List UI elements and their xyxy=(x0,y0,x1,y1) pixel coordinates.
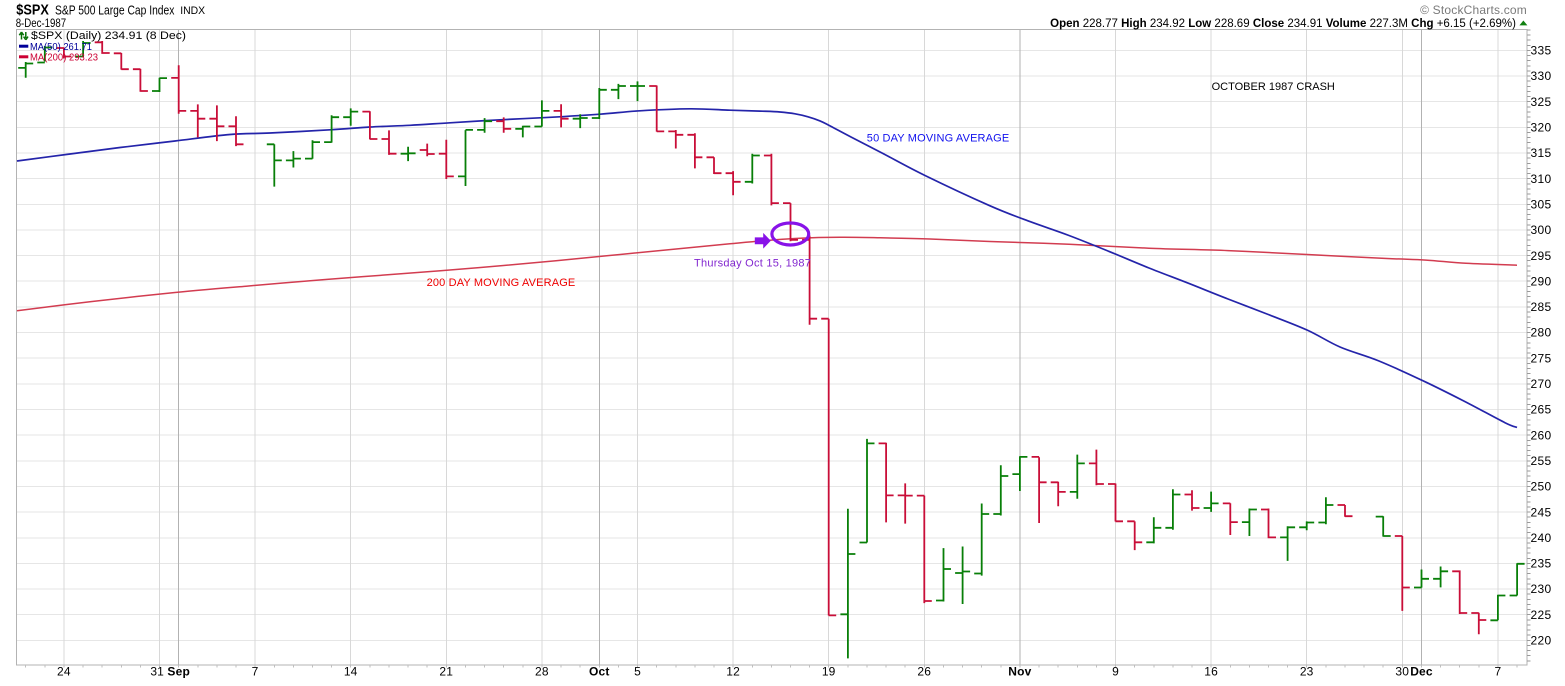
svg-text:5: 5 xyxy=(634,665,641,679)
svg-text:Thursday Oct 15, 1987: Thursday Oct 15, 1987 xyxy=(694,257,811,269)
svg-text:INDX: INDX xyxy=(180,5,206,17)
svg-text:7: 7 xyxy=(1494,665,1501,679)
svg-text:MA(50) 261.71: MA(50) 261.71 xyxy=(30,41,92,53)
svg-text:315: 315 xyxy=(1531,146,1552,160)
svg-text:330: 330 xyxy=(1531,69,1552,83)
svg-text:7: 7 xyxy=(252,665,259,679)
svg-text:285: 285 xyxy=(1531,300,1552,314)
svg-text:265: 265 xyxy=(1531,403,1552,417)
svg-text:8-Dec-1987: 8-Dec-1987 xyxy=(16,18,66,30)
svg-text:Nov: Nov xyxy=(1008,665,1031,679)
svg-text:31: 31 xyxy=(150,665,164,679)
svg-text:© StockCharts.com: © StockCharts.com xyxy=(1420,3,1527,17)
svg-text:$SPX (Daily) 234.91 (8 Dec): $SPX (Daily) 234.91 (8 Dec) xyxy=(31,30,186,42)
svg-text:23: 23 xyxy=(1300,665,1314,679)
svg-text:50 DAY MOVING AVERAGE: 50 DAY MOVING AVERAGE xyxy=(867,132,1010,144)
svg-text:240: 240 xyxy=(1531,531,1552,545)
svg-text:26: 26 xyxy=(917,665,931,679)
svg-text:200 DAY MOVING AVERAGE: 200 DAY MOVING AVERAGE xyxy=(427,277,576,289)
svg-text:19: 19 xyxy=(822,665,836,679)
svg-text:Open 228.77 High 234.92 Low 22: Open 228.77 High 234.92 Low 228.69 Close… xyxy=(1050,18,1516,30)
svg-text:235: 235 xyxy=(1531,557,1552,571)
svg-text:14: 14 xyxy=(344,665,358,679)
svg-text:305: 305 xyxy=(1531,198,1552,212)
svg-text:280: 280 xyxy=(1531,326,1552,340)
svg-text:245: 245 xyxy=(1531,505,1552,519)
svg-text:Dec: Dec xyxy=(1410,665,1433,679)
svg-text:335: 335 xyxy=(1531,44,1552,58)
svg-text:250: 250 xyxy=(1531,480,1552,494)
svg-text:21: 21 xyxy=(439,665,453,679)
svg-text:9: 9 xyxy=(1112,665,1119,679)
svg-text:300: 300 xyxy=(1531,223,1552,237)
svg-text:28: 28 xyxy=(535,665,549,679)
svg-text:Sep: Sep xyxy=(167,665,190,679)
svg-text:24: 24 xyxy=(57,665,71,679)
svg-text:30: 30 xyxy=(1395,665,1409,679)
svg-text:12: 12 xyxy=(726,665,740,679)
svg-text:290: 290 xyxy=(1531,274,1552,288)
svg-text:220: 220 xyxy=(1531,634,1552,648)
svg-text:230: 230 xyxy=(1531,582,1552,596)
svg-text:275: 275 xyxy=(1531,351,1552,365)
svg-text:MA(200) 293.23: MA(200) 293.23 xyxy=(30,52,98,64)
svg-text:325: 325 xyxy=(1531,95,1552,109)
svg-text:OCTOBER 1987 CRASH: OCTOBER 1987 CRASH xyxy=(1212,81,1335,93)
svg-text:295: 295 xyxy=(1531,249,1552,263)
svg-text:270: 270 xyxy=(1531,377,1552,391)
svg-text:16: 16 xyxy=(1204,665,1218,679)
svg-text:S&P 500 Large Cap Index: S&P 500 Large Cap Index xyxy=(55,2,175,17)
svg-text:Oct: Oct xyxy=(589,665,610,679)
svg-text:225: 225 xyxy=(1531,608,1552,622)
svg-text:255: 255 xyxy=(1531,454,1552,468)
svg-text:$SPX: $SPX xyxy=(16,2,49,18)
svg-text:260: 260 xyxy=(1531,428,1552,442)
svg-text:310: 310 xyxy=(1531,172,1552,186)
svg-text:320: 320 xyxy=(1531,121,1552,135)
